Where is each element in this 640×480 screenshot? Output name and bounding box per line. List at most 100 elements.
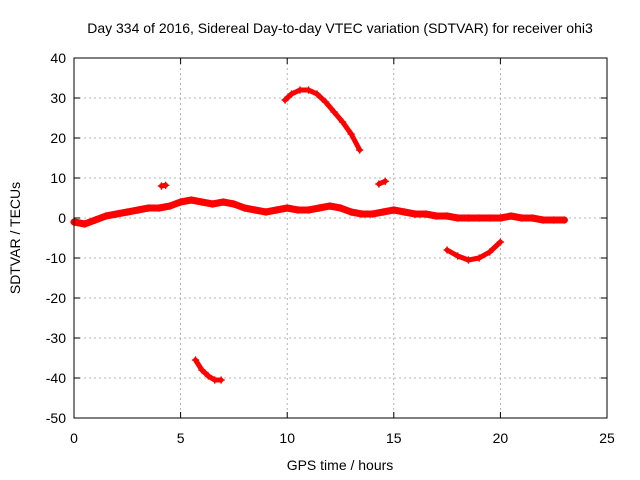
x-tick-label: 10 [279, 430, 295, 446]
y-tick-label: -50 [46, 410, 66, 426]
data-point [517, 214, 526, 222]
data-point [485, 248, 494, 256]
data-point [464, 256, 473, 264]
data-point [191, 356, 200, 364]
data-point [347, 208, 355, 216]
data-point [187, 196, 196, 204]
y-tick-label: 10 [50, 170, 66, 186]
data-point [381, 177, 390, 185]
data-point [217, 376, 225, 384]
plot-frame [73, 57, 608, 419]
data-point [219, 198, 227, 206]
series-group [443, 238, 505, 264]
data-point [507, 212, 515, 220]
data-point [549, 216, 558, 224]
data-point [496, 238, 505, 246]
data-point [475, 254, 483, 262]
x-tick-label: 5 [177, 430, 185, 446]
x-tick-label: 25 [599, 430, 615, 446]
data-point [198, 366, 206, 374]
data-point [375, 180, 383, 188]
data-point [102, 212, 110, 220]
data-point [443, 212, 451, 220]
series-group [70, 196, 569, 228]
gridlines [74, 58, 607, 418]
y-tick-label: 40 [50, 50, 66, 66]
series-group [375, 177, 390, 188]
x-tick-label: 20 [493, 430, 509, 446]
x-axis-label: GPS time / hours [287, 457, 394, 473]
data-point [321, 98, 330, 106]
data-point [251, 206, 259, 214]
y-tick-label: -40 [46, 370, 66, 386]
data-point [144, 204, 153, 212]
data-point [539, 216, 547, 224]
data-point [496, 214, 505, 222]
series-line [70, 196, 568, 228]
data-point [313, 90, 321, 98]
data-point [208, 200, 217, 208]
data-point [157, 182, 166, 190]
data-point [166, 202, 174, 210]
data-point [283, 204, 291, 212]
data-point [400, 208, 409, 216]
x-tick-label: 15 [386, 430, 402, 446]
data-point [240, 204, 249, 212]
data-point [411, 210, 419, 218]
data-point [475, 214, 483, 222]
data-series [70, 86, 569, 384]
data-point [368, 210, 377, 218]
y-axis-label: SDTVAR / TECUs [7, 182, 23, 294]
axis-ticks [73, 57, 608, 419]
data-point [454, 214, 462, 222]
data-point [210, 376, 219, 384]
data-point [176, 198, 185, 206]
data-point [347, 130, 355, 138]
data-point [432, 212, 441, 220]
data-point [262, 208, 270, 216]
data-point [330, 108, 338, 116]
y-tick-label: -30 [46, 330, 66, 346]
y-tick-label: 30 [50, 90, 66, 106]
data-point [379, 208, 387, 216]
data-point [294, 206, 302, 214]
series-group [281, 86, 364, 154]
data-point [281, 96, 289, 104]
y-tick-label: 0 [58, 210, 66, 226]
data-point [485, 214, 494, 222]
data-point [358, 210, 366, 218]
y-tick-label: -10 [46, 250, 66, 266]
tick-labels: 0 5 10 15 20 25 -50 -40 -30 -20 -10 0 10 20 30 40 [46, 50, 615, 446]
series-line [444, 239, 503, 263]
data-point [304, 206, 313, 214]
data-point [230, 200, 238, 208]
data-point [204, 372, 213, 380]
data-point [80, 220, 89, 228]
data-point [326, 202, 334, 210]
data-point [161, 181, 170, 189]
data-point [134, 206, 142, 214]
data-point [287, 90, 296, 98]
data-point [464, 214, 473, 222]
series-group [157, 181, 170, 190]
data-point [443, 246, 451, 254]
data-point [198, 198, 206, 206]
data-point [91, 216, 100, 224]
data-point [390, 206, 398, 214]
data-point [123, 208, 132, 216]
y-tick-label: 20 [50, 130, 66, 146]
data-point [528, 214, 537, 222]
y-tick-label: -20 [46, 290, 66, 306]
data-point [560, 216, 569, 224]
data-point [272, 206, 281, 214]
data-point [355, 146, 364, 154]
data-point [304, 86, 313, 94]
data-point [336, 204, 345, 212]
x-tick-label: 0 [70, 430, 78, 446]
data-point [112, 210, 121, 218]
series-line [282, 87, 363, 153]
data-point [315, 204, 323, 212]
data-point [296, 86, 304, 94]
series-group [191, 356, 225, 384]
